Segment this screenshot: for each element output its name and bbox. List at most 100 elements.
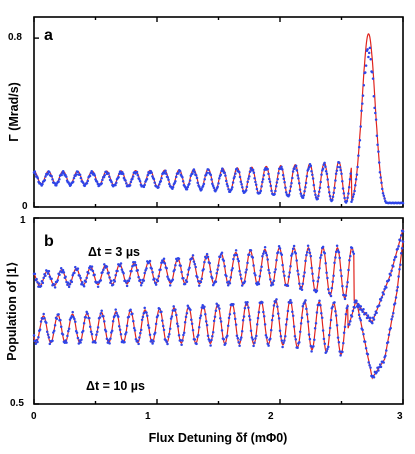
panel-a-point bbox=[85, 182, 89, 185]
panel-a-point bbox=[351, 198, 354, 201]
panel-b-point bbox=[204, 312, 207, 316]
panel-b-point bbox=[323, 342, 327, 346]
panel-b-point bbox=[177, 334, 181, 337]
panel-b-point bbox=[210, 338, 213, 342]
panel-b-point bbox=[396, 247, 399, 251]
panel-a-point bbox=[356, 165, 359, 169]
panel-b-point bbox=[277, 317, 281, 320]
panel-b-point bbox=[347, 268, 350, 272]
panel-b-point bbox=[264, 334, 268, 337]
panel-a-point bbox=[269, 184, 273, 188]
panel-a-point bbox=[219, 173, 223, 176]
panel-a-point bbox=[377, 161, 381, 164]
panel-a-point bbox=[312, 183, 316, 187]
panel-b-point bbox=[268, 271, 271, 275]
panel-b-point bbox=[364, 347, 368, 350]
panel-a-point bbox=[261, 180, 264, 184]
panel-b-point bbox=[220, 329, 224, 332]
panel-a-point bbox=[231, 185, 234, 189]
panel-b-point bbox=[225, 274, 228, 278]
panel-b-point bbox=[240, 284, 244, 287]
panel-b-point bbox=[320, 253, 323, 257]
panel-a-point bbox=[322, 163, 326, 167]
panel-a-point bbox=[367, 51, 371, 55]
panel-a-point bbox=[96, 182, 100, 186]
panel-b-point bbox=[313, 338, 316, 342]
panel-b-ytick-bottom: 0.5 bbox=[10, 398, 24, 409]
panel-b-point bbox=[250, 336, 254, 339]
panel-b-point bbox=[220, 251, 224, 254]
panel-a-point bbox=[353, 189, 356, 193]
panel-b-point bbox=[227, 316, 231, 320]
panel-a-point bbox=[366, 48, 369, 51]
panel-a-point bbox=[309, 164, 313, 168]
panel-b-point bbox=[105, 265, 109, 268]
panel-b-point bbox=[389, 326, 392, 330]
panel-b-point bbox=[89, 330, 93, 333]
panel-b-point bbox=[345, 285, 349, 288]
panel-b-point bbox=[283, 339, 286, 342]
panel-b-point bbox=[281, 263, 284, 267]
panel-b-point bbox=[294, 338, 298, 341]
panel-b-point bbox=[232, 257, 235, 261]
panel-b-point bbox=[308, 337, 312, 341]
panel-b-point bbox=[226, 324, 230, 327]
panel-b-point bbox=[345, 306, 349, 310]
panel-b-point bbox=[273, 270, 276, 274]
panel-a-point bbox=[282, 177, 286, 181]
panel-b-point bbox=[191, 328, 195, 332]
panel-b-point bbox=[325, 350, 328, 353]
panel-b-point bbox=[153, 331, 157, 334]
panel-a-point bbox=[210, 178, 213, 181]
panel-a-point bbox=[211, 182, 214, 186]
panel-b-point bbox=[335, 244, 339, 248]
panel-b-point bbox=[35, 277, 38, 281]
panel-b-point bbox=[81, 329, 85, 333]
panel-b-point bbox=[94, 341, 97, 344]
panel-b-point bbox=[287, 275, 291, 279]
panel-a-point bbox=[331, 195, 335, 198]
panel-b-point bbox=[117, 315, 120, 318]
panel-b-point bbox=[253, 341, 256, 345]
panel-b-point bbox=[101, 270, 104, 274]
panel-a-point bbox=[334, 172, 338, 175]
panel-a-point bbox=[191, 172, 194, 176]
panel-a-point bbox=[320, 173, 323, 176]
panel-a-point bbox=[253, 177, 256, 180]
panel-b-point bbox=[190, 318, 193, 321]
panel-a-point bbox=[230, 188, 233, 191]
panel-a-point bbox=[336, 165, 339, 169]
panel-b-point bbox=[60, 271, 64, 274]
panel-b-point bbox=[205, 323, 209, 327]
annotation-10us: Δt = 10 µs bbox=[86, 379, 145, 393]
panel-b-point bbox=[47, 269, 51, 273]
panel-a-point bbox=[297, 182, 301, 185]
panel-b-point bbox=[161, 319, 164, 322]
panel-b-point bbox=[307, 248, 311, 251]
panel-b-point bbox=[234, 323, 238, 326]
panel-b-point bbox=[364, 311, 368, 315]
panel-b-point bbox=[186, 304, 190, 308]
panel-b-point bbox=[329, 294, 333, 298]
panel-b-point bbox=[267, 268, 270, 272]
panel-b-point bbox=[146, 323, 150, 327]
panel-b-point bbox=[280, 253, 284, 257]
panel-a-point bbox=[135, 170, 139, 174]
panel-b-point bbox=[239, 273, 242, 277]
panel-b-point bbox=[341, 284, 344, 288]
panel-b-point bbox=[343, 325, 347, 329]
panel-b-point bbox=[382, 293, 385, 296]
panel-b-point bbox=[274, 300, 277, 304]
panel-b-point bbox=[368, 363, 371, 367]
panel-b-point bbox=[168, 332, 171, 336]
panel-a-point bbox=[383, 197, 386, 200]
panel-b-point bbox=[214, 280, 218, 284]
panel-a-point bbox=[146, 173, 150, 177]
panel-b-point bbox=[359, 305, 363, 308]
panel-a-point bbox=[188, 182, 191, 185]
panel-b-point bbox=[88, 316, 91, 320]
panel-a-point bbox=[291, 176, 294, 180]
panel-b-point bbox=[291, 314, 295, 317]
panel-b-point bbox=[132, 326, 136, 330]
panel-b-point bbox=[90, 332, 94, 336]
